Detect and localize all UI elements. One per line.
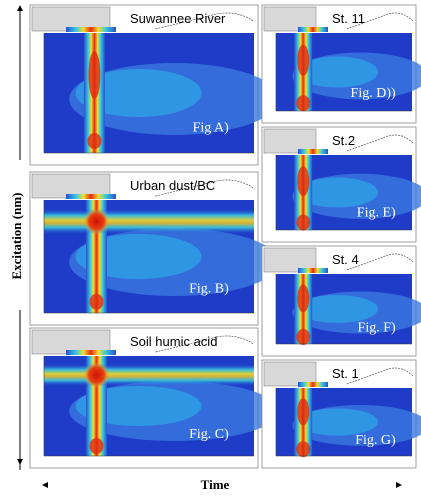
colorbar — [66, 350, 116, 355]
heatmap-peak — [90, 294, 104, 310]
panel-title: Suwannee River — [130, 11, 226, 26]
panel-title: Urban dust/BC — [130, 178, 215, 193]
heatmap-peak — [297, 166, 309, 196]
panel-title: St. 4 — [332, 252, 359, 267]
heatmap-peak — [296, 215, 310, 231]
heatmap-band — [44, 364, 254, 386]
colorbar — [298, 149, 328, 154]
heatmap-peak — [90, 438, 104, 454]
panel: Urban dust/BC Fig. B) — [30, 172, 279, 325]
heatmap-peak — [296, 95, 310, 111]
heatmap-peak — [297, 45, 309, 76]
panel: St. 11 Fig. D)) — [262, 5, 421, 123]
panel-title: St.2 — [332, 133, 355, 148]
panel: St.2 Fig. E) — [262, 127, 421, 242]
colorbar — [66, 27, 116, 32]
panel: St. 4 Fig. F) — [262, 246, 421, 356]
figure: Excitation (nm) Time Suwannee River Fig A… — [0, 0, 421, 496]
colorbar — [298, 382, 328, 387]
panel-label: Fig. F) — [358, 320, 396, 335]
x-axis-arrow — [396, 482, 402, 488]
heatmap-peak — [87, 133, 101, 149]
panel-label: Fig. B) — [189, 282, 229, 297]
panel-title: Soil humic acid — [130, 334, 217, 349]
x-axis-arrow — [42, 482, 48, 488]
panel-title: St. 11 — [332, 11, 365, 26]
panel-label: Fig. G) — [355, 433, 396, 448]
x-axis-label: Time — [201, 477, 230, 492]
panel: Soil humic acid Fig. C) — [30, 328, 279, 468]
panel-label: Fig A) — [193, 120, 230, 135]
heatmap-peak — [296, 329, 310, 345]
heatmap-peak — [296, 441, 310, 457]
heatmap-peak — [84, 362, 110, 388]
heatmap-band — [44, 209, 254, 234]
panel-title: St. 1 — [332, 366, 359, 381]
panel: Suwannee River Fig A) — [30, 5, 279, 165]
heatmap-peak — [297, 398, 309, 425]
heatmap-peak — [297, 285, 309, 313]
heatmap-peak — [88, 51, 100, 99]
panel-label: Fig. E) — [357, 206, 396, 221]
panels: Suwannee River Fig A) Urban dust/BC Fig. B)… — [30, 5, 421, 468]
heatmap-peak — [84, 208, 110, 234]
colorbar — [298, 27, 328, 32]
colorbar — [66, 194, 116, 199]
y-axis-label: Excitation (nm) — [9, 192, 24, 279]
colorbar — [298, 268, 328, 273]
panel: St. 1 Fig. G) — [262, 360, 421, 468]
panel-label: Fig. D)) — [351, 86, 396, 101]
panel-label: Fig. C) — [189, 427, 229, 442]
